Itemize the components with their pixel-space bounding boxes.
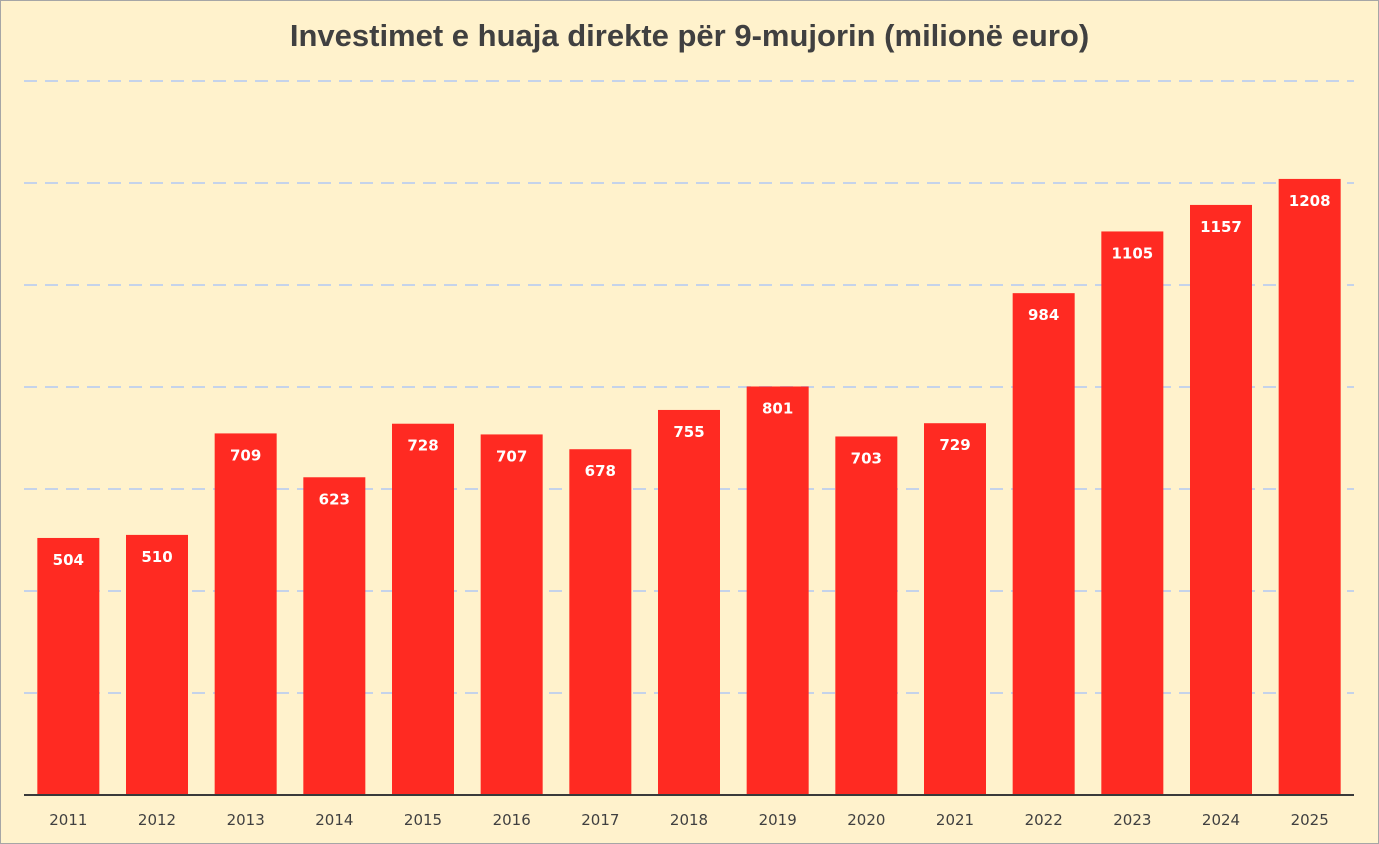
bar-2019	[746, 386, 809, 795]
bars	[37, 178, 1341, 796]
x-tick-label-2021: 2021	[936, 811, 974, 829]
data-label-2018: 755	[673, 423, 704, 441]
data-label-2011: 504	[53, 551, 84, 569]
x-tick-label-2012: 2012	[138, 811, 176, 829]
bar-2017	[569, 449, 632, 795]
x-tick-label-2022: 2022	[1025, 811, 1063, 829]
x-tick-label-2014: 2014	[315, 811, 353, 829]
chart-title: Investimet e huaja direkte për 9-mujorin…	[289, 18, 1090, 53]
x-tick-label-2025: 2025	[1291, 811, 1329, 829]
bar-2022	[1012, 293, 1075, 795]
data-label-2013: 709	[230, 446, 261, 464]
bar-2011	[37, 537, 100, 795]
data-label-2022: 984	[1028, 306, 1059, 324]
x-tick-label-2023: 2023	[1113, 811, 1151, 829]
data-label-2020: 703	[851, 449, 882, 467]
x-tick-label-2024: 2024	[1202, 811, 1240, 829]
x-tick-label-2020: 2020	[847, 811, 885, 829]
bar-2013	[214, 433, 277, 795]
bar-2020	[835, 436, 898, 795]
data-label-2015: 728	[407, 437, 438, 455]
bar-2015	[392, 423, 454, 795]
x-tick-label-2015: 2015	[404, 811, 442, 829]
data-label-2025: 1208	[1289, 192, 1331, 210]
data-label-2019: 801	[762, 399, 793, 417]
data-label-2012: 510	[141, 548, 172, 566]
data-label-2017: 678	[585, 462, 616, 480]
x-tick-label-2018: 2018	[670, 811, 708, 829]
bar-2012	[126, 534, 188, 795]
bar-2014	[303, 477, 366, 795]
bar-2024	[1190, 204, 1252, 795]
data-labels: 504 510 709 623 728 707 678 755 801 703 729 984 1105…	[53, 192, 1331, 569]
x-axis-ticks: 2011 2012 2013 2014 2015 2016 2017 2018 2019 2020…	[49, 811, 1329, 829]
bar-2023	[1101, 231, 1164, 795]
data-label-2014: 623	[319, 490, 350, 508]
bar-2025	[1278, 178, 1341, 796]
bar-2018	[658, 409, 720, 795]
x-tick-label-2019: 2019	[759, 811, 797, 829]
x-tick-label-2013: 2013	[227, 811, 265, 829]
data-label-2024: 1157	[1200, 218, 1242, 236]
bar-2016	[480, 434, 543, 795]
data-label-2021: 729	[939, 436, 970, 454]
data-label-2023: 1105	[1111, 244, 1153, 262]
x-tick-label-2011: 2011	[49, 811, 87, 829]
x-tick-label-2017: 2017	[581, 811, 619, 829]
bar-2021	[924, 423, 986, 795]
x-tick-label-2016: 2016	[493, 811, 531, 829]
data-label-2016: 707	[496, 447, 527, 465]
